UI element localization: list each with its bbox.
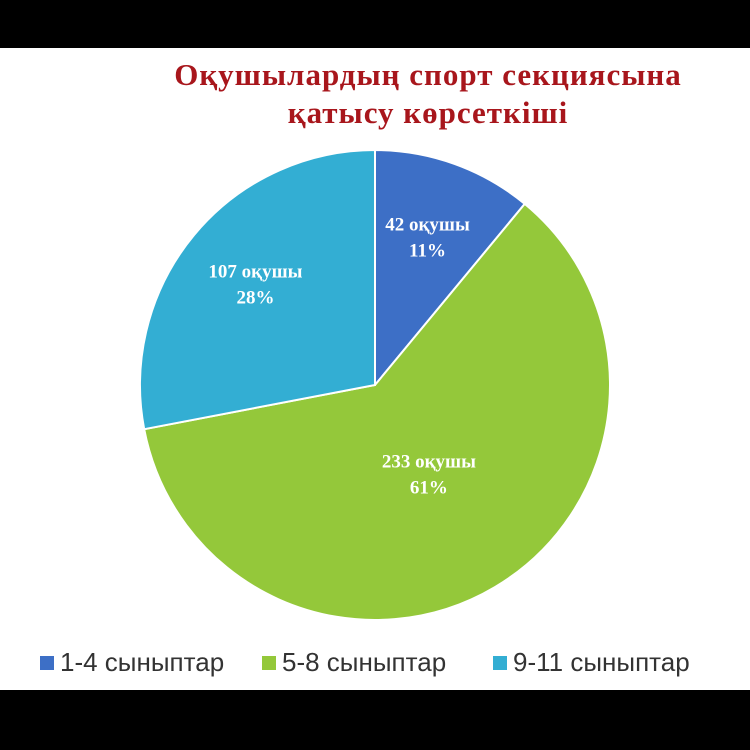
data-label: 233 оқушы — [382, 451, 476, 472]
legend-swatch — [493, 656, 507, 670]
data-label: 61% — [410, 477, 448, 498]
pie-slice — [139, 148, 376, 431]
legend-label: 9-11 сыныптар — [513, 647, 690, 677]
data-label: 42 оқушы — [385, 214, 470, 235]
legend-label: 5-8 сыныптар — [282, 647, 446, 677]
chart-title: Оқушылардың спорт секциясына — [174, 57, 682, 92]
legend-label: 1-4 сыныптар — [60, 647, 224, 677]
chart-title: қатысу көрсеткіші — [288, 95, 569, 130]
pie-slice — [374, 148, 527, 388]
pie-slice — [143, 202, 611, 621]
data-label: 107 оқушы — [208, 262, 302, 283]
legend-swatch — [40, 656, 54, 670]
data-label: 11% — [409, 240, 446, 261]
data-label: 28% — [236, 288, 274, 309]
legend-swatch — [262, 656, 276, 670]
